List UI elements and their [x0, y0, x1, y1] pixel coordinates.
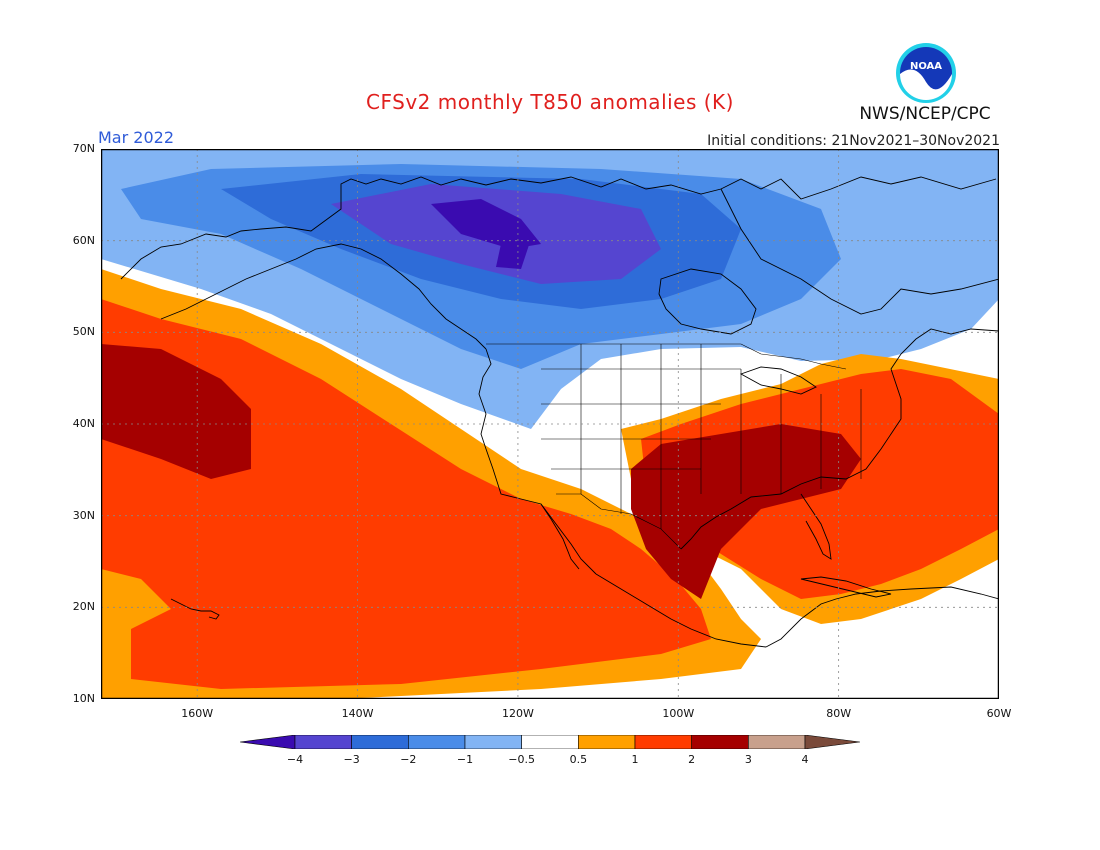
colorbar-bin: [351, 735, 409, 749]
colorbar-arrow-high: [804, 735, 860, 749]
colorbar-bin: [408, 735, 466, 749]
noaa-logo-text: NOAA: [910, 61, 942, 72]
colorbar-label: −1: [456, 753, 474, 766]
lon-label: 140W: [341, 707, 374, 720]
us-canada-border: [486, 343, 847, 370]
colorbar-label: 2: [688, 753, 696, 766]
colorbar-label: 3: [744, 753, 752, 766]
anomaly-map: [101, 149, 999, 699]
lon-label: 100W: [662, 707, 695, 720]
colorbar: [240, 735, 860, 749]
lon-label: 120W: [501, 707, 534, 720]
lat-label: 50N: [72, 325, 95, 339]
baja-coast: [540, 503, 580, 570]
colorbar-label: −4: [286, 753, 304, 766]
colorbar-arrow-low: [240, 735, 296, 749]
great-lakes: [739, 366, 817, 395]
initial-conditions-label: Initial conditions: 21Nov2021–30Nov2021: [707, 133, 1000, 149]
lat-label: 30N: [72, 508, 95, 522]
graticule: [101, 149, 999, 699]
lat-label: 10N: [72, 692, 95, 705]
colorbar-label: 1: [631, 753, 639, 766]
colorbar-bin: [578, 735, 636, 749]
colorbar-label: 0.5: [569, 753, 588, 766]
anomaly-band-4: [431, 199, 541, 269]
state-lines: [541, 344, 862, 529]
colorbar-bin: [748, 735, 806, 749]
colorbar-label: 4: [801, 753, 809, 766]
lon-label: 60W: [986, 707, 1012, 720]
anomaly-fields: [101, 149, 999, 699]
noaa-logo: NOAA: [896, 43, 956, 103]
lat-label: 70N: [72, 142, 95, 155]
mexico-west-coast: [595, 573, 767, 648]
us-mexico-border: [556, 493, 682, 550]
hudson-bay: [658, 268, 757, 335]
colorbar-bin: [294, 735, 352, 749]
lon-label: 160W: [181, 707, 214, 720]
lat-label: 20N: [72, 600, 95, 614]
alaska-coast: [120, 176, 997, 280]
agency-label: NWS/NCEP/CPC: [859, 104, 991, 124]
cuba-coast: [800, 576, 892, 598]
map-title: CFSv2 monthly T850 anomalies (K): [366, 90, 734, 114]
colorbar-label: −2: [400, 753, 417, 766]
coastlines: [120, 176, 999, 648]
lat-label: 60N: [72, 233, 95, 247]
us-east-coast: [680, 328, 999, 550]
colorbar-bin: [691, 735, 749, 749]
bc-coast: [478, 348, 597, 575]
colorbar-bin: [521, 735, 579, 749]
valid-month-label: Mar 2022: [98, 128, 174, 147]
greenland-coast: [720, 188, 999, 315]
colorbar-bin: [464, 735, 522, 749]
lon-label: 80W: [826, 707, 852, 720]
colorbar-label: −0.5: [508, 753, 536, 766]
alaska-south-coast: [160, 243, 487, 350]
lat-label: 40N: [72, 417, 95, 430]
map-frame: [101, 149, 999, 699]
colorbar-label: −3: [343, 753, 360, 766]
florida-coast: [800, 493, 832, 560]
state-borders: [486, 343, 862, 550]
colorbar-bin: [634, 735, 692, 749]
anomaly-band-6: [101, 299, 999, 689]
gulf-coast: [765, 586, 999, 648]
hawaii-coast: [170, 598, 220, 620]
anomaly-band-7: [101, 344, 861, 599]
